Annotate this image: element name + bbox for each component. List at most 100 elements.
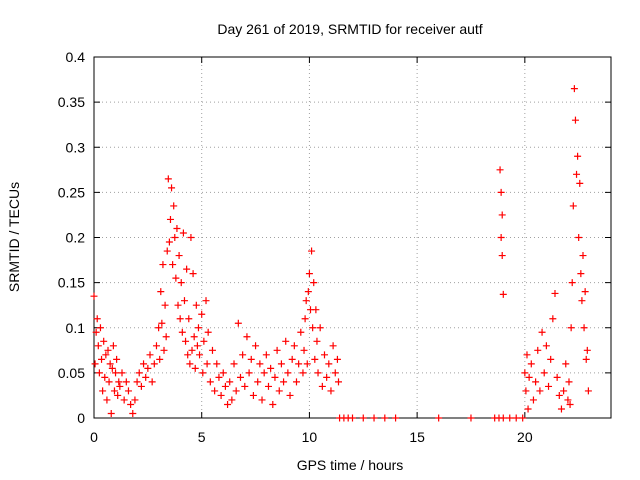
data-point (540, 369, 548, 377)
data-point (529, 396, 537, 404)
data-point (178, 328, 186, 336)
data-point (359, 414, 367, 422)
data-point (230, 360, 238, 368)
x-tick-label: 10 (302, 429, 318, 445)
data-point (547, 355, 555, 363)
data-point (152, 342, 160, 350)
data-point (211, 387, 219, 395)
data-point (133, 378, 141, 386)
data-point (113, 355, 121, 363)
data-point (115, 378, 123, 386)
data-point (164, 175, 172, 183)
data-point (349, 414, 356, 422)
data-point (193, 342, 201, 350)
data-point (277, 360, 285, 368)
data-point (308, 247, 316, 255)
data-point (309, 324, 317, 332)
data-point (557, 405, 565, 413)
data-point (188, 346, 196, 354)
data-point (168, 184, 176, 192)
data-point (234, 319, 242, 327)
data-point (161, 301, 169, 309)
data-point (184, 351, 192, 359)
data-point (280, 378, 288, 386)
y-tick-labels: 0 0.05 0.1 0.15 0.2 0.25 0.3 0.35 0.4 (58, 49, 85, 426)
data-point (109, 342, 117, 350)
data-point (144, 364, 152, 372)
y-tick-label: 0 (77, 410, 85, 426)
data-point (310, 279, 318, 287)
data-point (262, 351, 270, 359)
data-point (553, 373, 561, 381)
data-point (191, 364, 199, 372)
data-point (137, 382, 145, 390)
data-point (562, 360, 570, 368)
data-point (271, 373, 279, 381)
data-point (228, 396, 236, 404)
data-points (90, 85, 592, 422)
data-point (104, 346, 112, 354)
data-point (497, 188, 505, 196)
data-point (174, 301, 182, 309)
data-point (575, 234, 583, 241)
data-point (323, 373, 331, 381)
data-point (208, 346, 216, 354)
data-point (549, 315, 557, 323)
data-point (116, 382, 124, 390)
data-point (555, 391, 563, 399)
data-point (284, 369, 292, 377)
data-point (282, 337, 290, 345)
data-point (190, 333, 198, 341)
data-point (120, 396, 128, 404)
data-point (95, 369, 103, 377)
data-point (288, 355, 296, 363)
data-point (581, 288, 589, 296)
data-point (303, 360, 311, 368)
data-point (519, 414, 527, 422)
data-point (569, 202, 577, 210)
data-point (545, 382, 553, 390)
data-point (122, 378, 130, 386)
data-point (183, 265, 191, 273)
data-point (568, 279, 576, 287)
data-point (177, 279, 185, 287)
data-point (258, 396, 266, 404)
data-point (301, 315, 309, 323)
data-point (304, 288, 312, 296)
data-point (171, 234, 179, 241)
data-point (269, 400, 277, 408)
data-point (334, 378, 342, 386)
data-point (574, 152, 582, 160)
data-point (202, 297, 210, 305)
data-point (187, 234, 195, 241)
data-point (105, 378, 113, 386)
data-point (194, 324, 202, 332)
data-point (496, 166, 504, 174)
y-tick-label: 0.15 (58, 275, 85, 291)
data-point (381, 414, 389, 422)
data-point (215, 373, 223, 381)
data-point (570, 85, 578, 93)
data-point (150, 360, 158, 368)
data-point (521, 369, 529, 377)
data-point (527, 360, 535, 368)
data-point (327, 387, 335, 395)
data-point (99, 387, 107, 395)
data-point (118, 369, 126, 377)
data-point (290, 342, 298, 350)
data-point (157, 288, 165, 296)
data-point (522, 387, 530, 395)
y-axis-title: SRMTID / TECUs (6, 182, 22, 292)
data-point (217, 391, 225, 399)
data-point (499, 290, 507, 298)
data-point (148, 378, 156, 386)
data-point (254, 378, 262, 386)
data-point (536, 387, 544, 395)
data-point (198, 310, 206, 318)
data-point (260, 369, 268, 377)
data-point (114, 391, 122, 399)
data-point (314, 369, 322, 377)
data-point (584, 387, 592, 395)
data-point (582, 355, 590, 363)
data-point (318, 382, 326, 390)
